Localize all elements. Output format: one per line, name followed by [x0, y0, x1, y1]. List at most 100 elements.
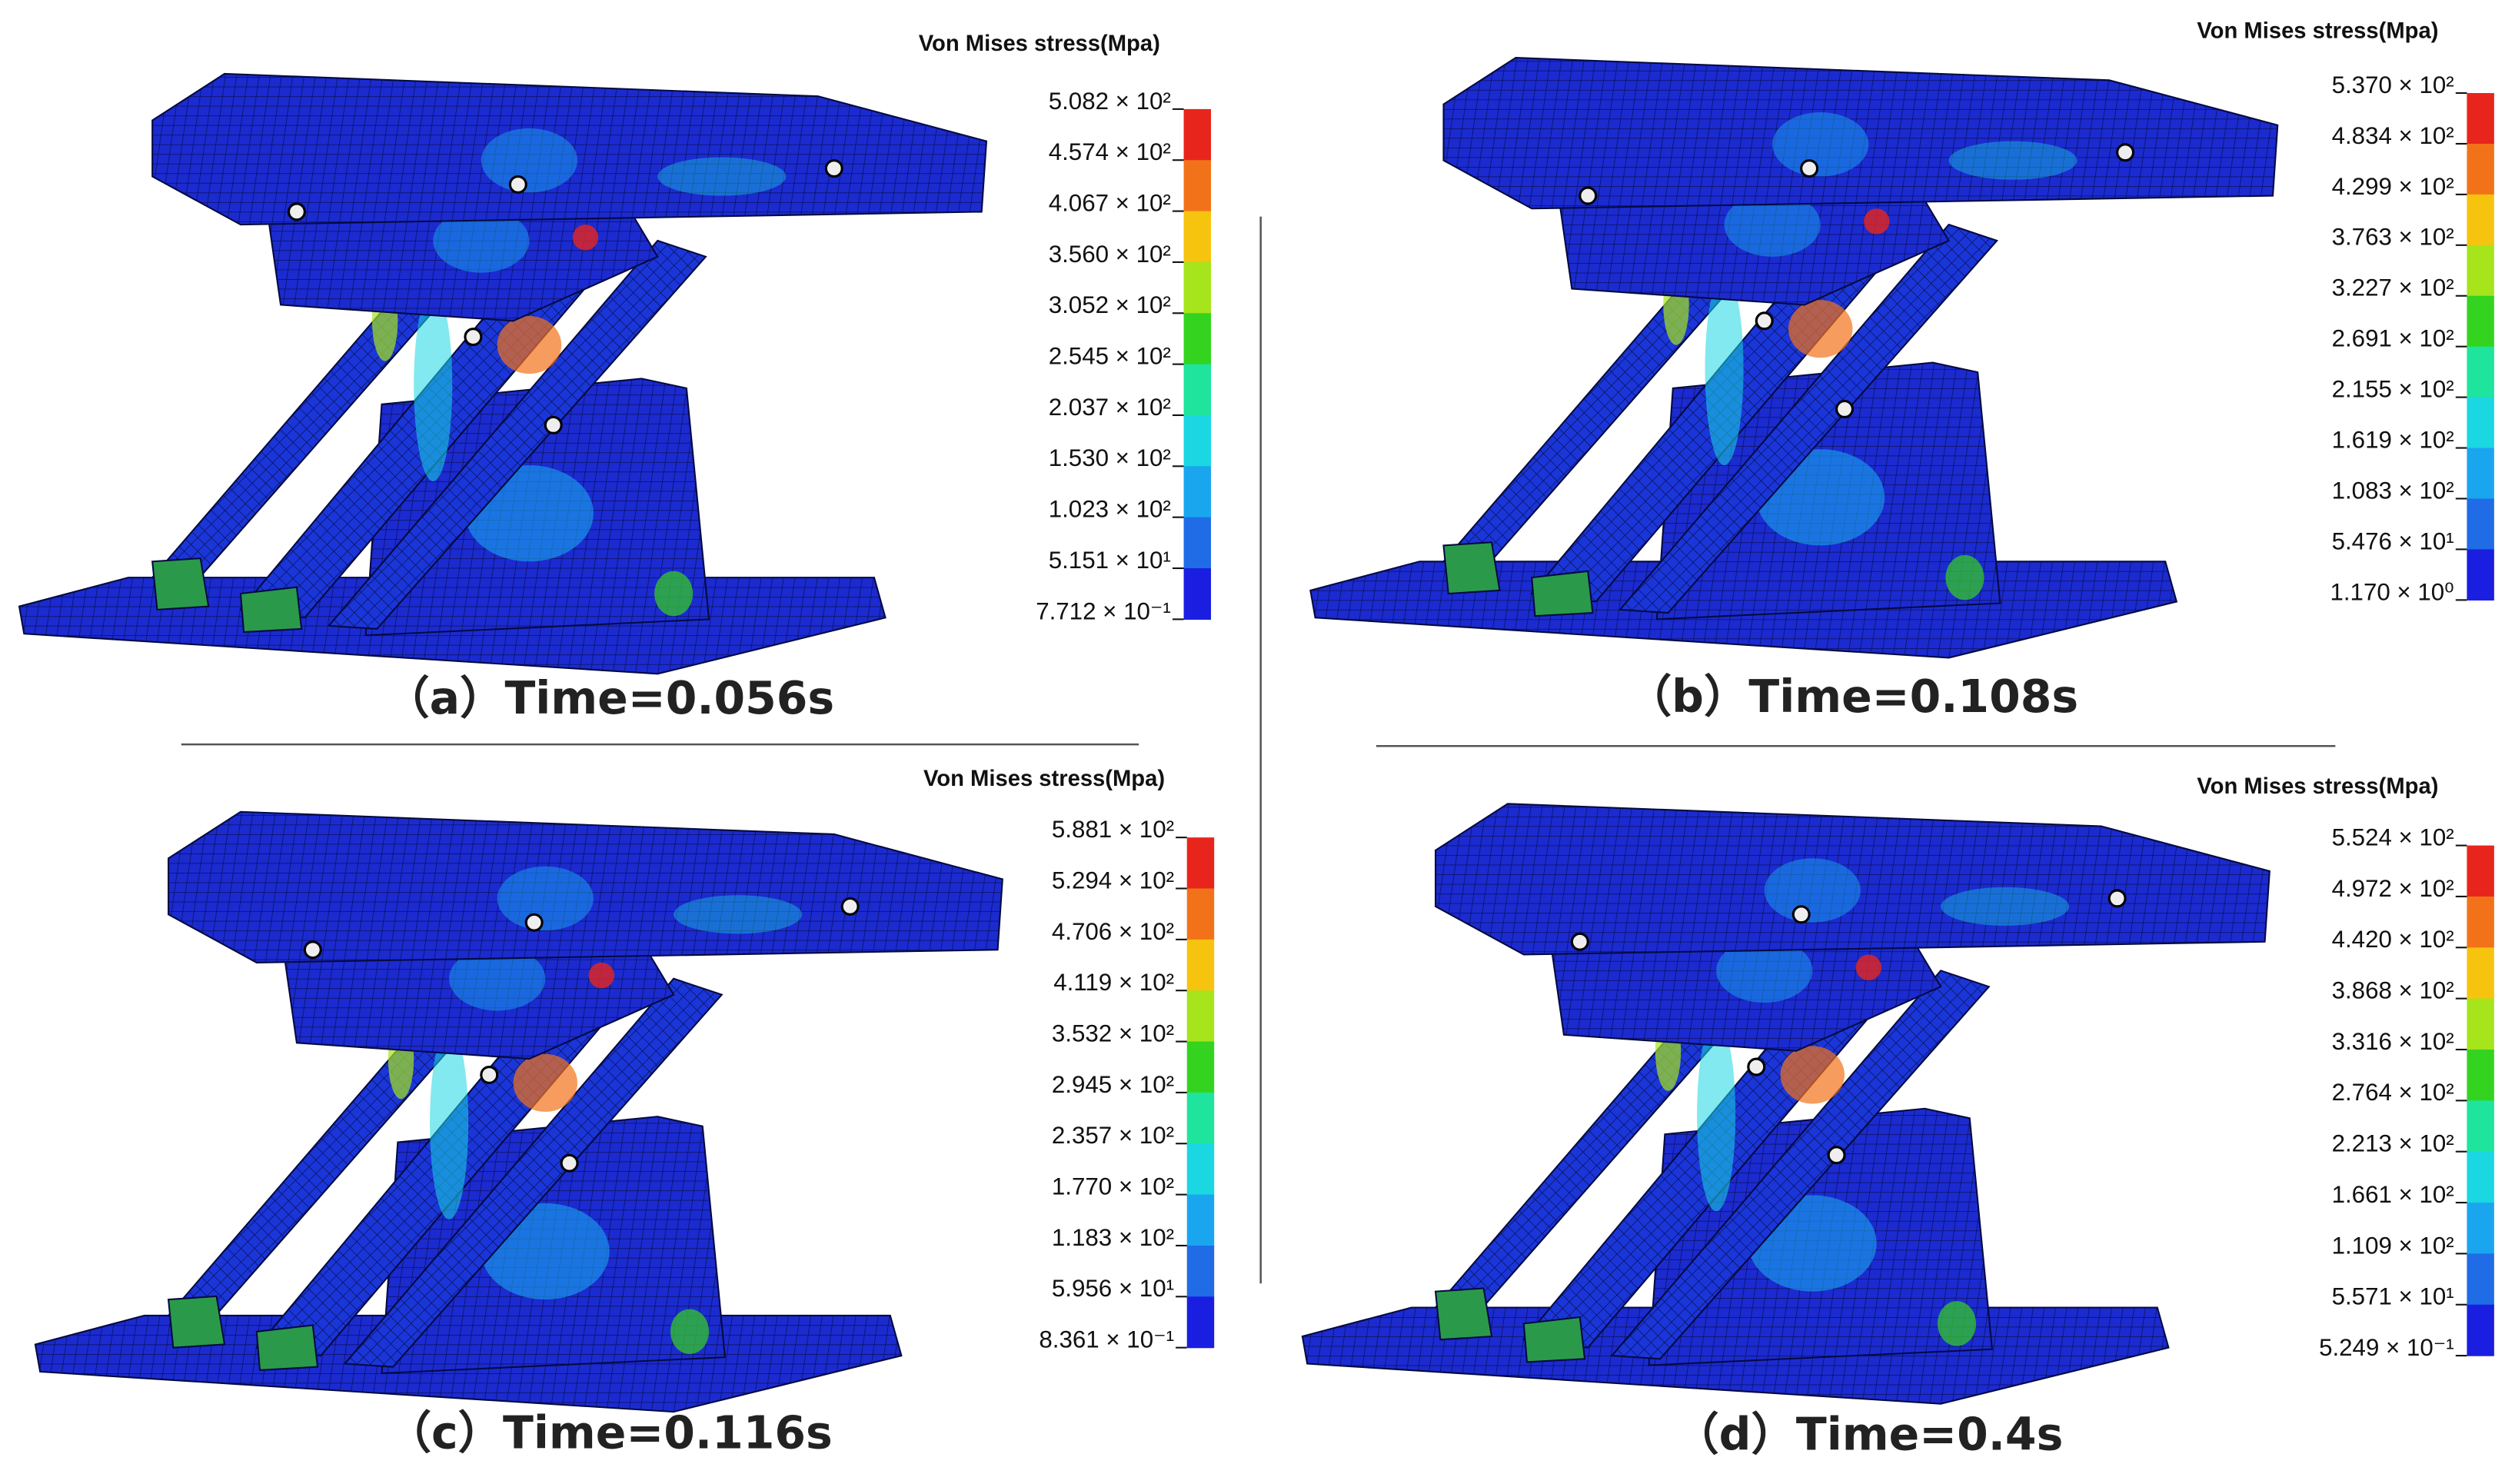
stress-patch — [1772, 112, 1869, 177]
pin-hole — [2107, 889, 2127, 908]
stress-patch — [513, 1053, 577, 1112]
color-band — [1186, 1041, 1215, 1093]
hinge-block — [1531, 570, 1594, 617]
stress-patch — [1948, 141, 2078, 180]
legend-label: 2.545 × 10² — [1049, 343, 1171, 370]
stress-patch — [1855, 954, 1881, 980]
legend-label: 1.023 × 10² — [1049, 496, 1171, 523]
stress-patch — [433, 208, 530, 273]
stress-patch — [430, 1026, 469, 1219]
hinge-block — [1434, 1287, 1493, 1341]
fea-model — [1309, 57, 2279, 659]
legend-label: 5.294 × 10² — [1052, 867, 1174, 893]
color-band — [1186, 837, 1215, 890]
legend-label: 4.067 × 10² — [1049, 189, 1171, 216]
lift-arm — [343, 977, 724, 1368]
pin-hole — [1747, 1057, 1766, 1076]
legend-label: 3.560 × 10² — [1049, 241, 1171, 268]
pin-hole — [2116, 143, 2135, 162]
stress-patch — [654, 571, 694, 617]
pin-hole — [824, 159, 843, 178]
caption: （b）Time=0.108s — [1627, 670, 2078, 723]
color-band — [2467, 549, 2494, 601]
legend-label: 1.109 × 10² — [2332, 1232, 2454, 1259]
stress-patch — [449, 947, 546, 1011]
color-band — [2467, 1049, 2494, 1101]
lift-arm — [1618, 223, 1999, 614]
hinge-block — [1522, 1316, 1586, 1363]
fea-model — [34, 810, 1003, 1413]
color-band — [1186, 939, 1215, 991]
stress-patch — [1941, 887, 2070, 926]
legend-title: Von Mises stress(Mpa) — [2197, 18, 2438, 43]
pin-hole — [560, 1153, 579, 1173]
legend-title: Von Mises stress(Mpa) — [923, 767, 1165, 791]
legend-label: 5.881 × 10² — [1052, 816, 1174, 843]
stress-patch — [588, 962, 614, 989]
stress-patch — [1697, 1018, 1736, 1212]
pin-hole — [1800, 159, 1819, 178]
legend-label: 5.956 × 10¹ — [1052, 1275, 1174, 1302]
color-band — [2467, 947, 2494, 1000]
legend-label: 2.213 × 10² — [2332, 1130, 2454, 1157]
legend-label: 4.299 × 10² — [2332, 173, 2454, 200]
legend-label: 5.476 × 10¹ — [2332, 527, 2454, 554]
color-band — [2467, 143, 2494, 195]
legend-label: 3.763 × 10² — [2332, 224, 2454, 251]
pin-hole — [287, 202, 306, 221]
color-band — [1186, 990, 1215, 1043]
color-band — [2467, 295, 2494, 348]
legend-label: 4.420 × 10² — [2332, 926, 2454, 953]
pin-hole — [1791, 905, 1811, 924]
color-band — [1183, 261, 1212, 314]
stress-patch — [1945, 554, 1984, 601]
color-band — [2467, 245, 2494, 297]
pin-hole — [1827, 1146, 1846, 1165]
hinge-block — [167, 1295, 226, 1349]
color-band — [1183, 466, 1212, 518]
legend-label: 4.119 × 10² — [1053, 969, 1174, 996]
legend-label: 5.524 × 10² — [2332, 824, 2454, 850]
caption: （c）Time=0.116s — [387, 1407, 833, 1459]
legend-label: 4.834 × 10² — [2332, 122, 2454, 149]
legend-label: 5.571 × 10¹ — [2332, 1283, 2454, 1310]
color-band — [1186, 1245, 1215, 1297]
color-band — [1183, 364, 1212, 416]
legend-label: 1.770 × 10² — [1052, 1173, 1174, 1200]
legend-label: 2.945 × 10² — [1052, 1071, 1174, 1098]
pin-hole — [544, 415, 563, 434]
legend-label: 4.574 × 10² — [1049, 138, 1171, 165]
legend-label: 3.316 × 10² — [2332, 1028, 2454, 1055]
legend-title: Von Mises stress(Mpa) — [2197, 774, 2438, 799]
legend-label: 4.972 × 10² — [2332, 875, 2454, 902]
color-band — [1186, 1296, 1215, 1349]
stress-patch — [497, 316, 562, 374]
caption: （d）Time=0.4s — [1674, 1409, 2063, 1461]
color-band — [2467, 896, 2494, 948]
legend-label: 7.712 × 10⁻¹ — [1036, 597, 1171, 624]
hinge-block — [255, 1324, 319, 1371]
legend-label: 3.052 × 10² — [1049, 291, 1171, 318]
stress-patch — [1938, 1301, 1977, 1346]
legend-label: 8.361 × 10⁻¹ — [1039, 1326, 1174, 1353]
color-band — [2467, 448, 2494, 500]
legend-title: Von Mises stress(Mpa) — [919, 32, 1160, 56]
stress-patch — [1864, 208, 1890, 235]
legend-label: 2.155 × 10² — [2332, 376, 2454, 403]
legend-label: 1.619 × 10² — [2332, 426, 2454, 453]
color-band — [2467, 1253, 2494, 1306]
color-band — [1186, 888, 1215, 940]
stress-patch — [1716, 938, 1813, 1003]
color-band — [2467, 194, 2494, 246]
legend-label: 5.151 × 10¹ — [1049, 547, 1171, 574]
legend-label: 2.764 × 10² — [2332, 1079, 2454, 1106]
stress-patch — [1724, 192, 1821, 257]
pin-hole — [464, 328, 483, 347]
legend-label: 1.183 × 10² — [1052, 1224, 1174, 1251]
color-band — [2467, 1203, 2494, 1255]
pin-hole — [840, 897, 860, 916]
color-band — [1183, 313, 1212, 365]
lift-arm — [327, 239, 707, 630]
color-band — [2467, 1151, 2494, 1203]
